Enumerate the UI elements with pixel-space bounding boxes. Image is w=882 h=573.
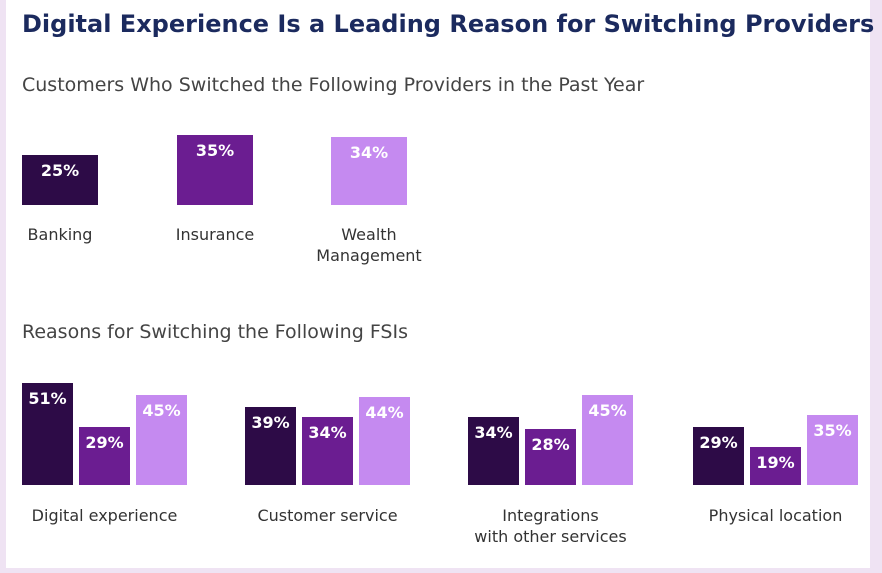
category-label-physical-location: Physical location xyxy=(708,506,843,525)
page-title: Digital Experience Is a Leading Reason f… xyxy=(22,10,875,38)
bar-wealth-management xyxy=(331,137,407,205)
bar-banking xyxy=(22,155,98,205)
bar-integrations-with-other-services-wealth-management-value-label: 45% xyxy=(588,401,627,420)
bar-physical-location-insurance xyxy=(750,447,801,485)
chart1-title: Customers Who Switched the Following Pro… xyxy=(22,74,645,96)
bar-integrations-with-other-services-insurance xyxy=(525,429,576,485)
bar-customer-service-wealth-management-value-label: 44% xyxy=(365,403,404,422)
chart2-title: Reasons for Switching the Following FSIs xyxy=(22,321,408,343)
category-label-insurance: Insurance xyxy=(175,225,255,244)
chart-card: Digital Experience Is a Leading Reason f… xyxy=(6,0,874,568)
bar-digital-experience-insurance xyxy=(79,427,130,485)
bar-physical-location-banking-value-label: 29% xyxy=(699,433,738,452)
bar-insurance xyxy=(177,135,253,205)
bar-physical-location-wealth-management xyxy=(807,415,858,485)
bar-physical-location-banking xyxy=(693,427,744,485)
category-label-digital-experience: Digital experience xyxy=(31,506,178,525)
bar-integrations-with-other-services-insurance-value-label: 28% xyxy=(531,435,570,454)
bar-physical-location-insurance-value-label: 19% xyxy=(756,453,795,472)
bar-banking-value-label: 25% xyxy=(40,161,80,180)
bar-integrations-with-other-services-wealth-management xyxy=(582,395,633,485)
category-label-wealth-management: Wealth Management xyxy=(316,225,422,265)
bar-customer-service-insurance-value-label: 34% xyxy=(308,423,347,442)
category-label-banking: Banking xyxy=(27,225,93,244)
bar-integrations-with-other-services-banking xyxy=(468,417,519,485)
bar-digital-experience-banking-value-label: 51% xyxy=(28,389,67,408)
category-label-customer-service: Customer service xyxy=(257,506,398,525)
bar-digital-experience-insurance-value-label: 29% xyxy=(85,433,124,452)
bar-customer-service-wealth-management xyxy=(359,397,410,485)
bar-digital-experience-banking xyxy=(22,383,73,485)
bar-customer-service-banking xyxy=(245,407,296,485)
bar-physical-location-wealth-management-value-label: 35% xyxy=(813,421,852,440)
bar-digital-experience-wealth-management-value-label: 45% xyxy=(142,401,181,420)
bar-digital-experience-wealth-management xyxy=(136,395,187,485)
bar-insurance-value-label: 35% xyxy=(195,141,235,160)
bar-wealth-management-value-label: 34% xyxy=(349,143,389,162)
bar-integrations-with-other-services-banking-value-label: 34% xyxy=(474,423,513,442)
category-label-integrations-with-other-services: Integrations with other services xyxy=(474,506,627,546)
bar-customer-service-banking-value-label: 39% xyxy=(251,413,290,432)
bar-customer-service-insurance xyxy=(302,417,353,485)
